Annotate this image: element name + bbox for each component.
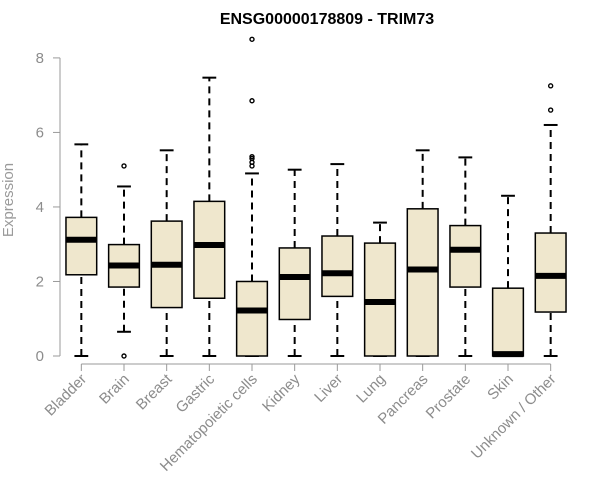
outlier-point <box>249 98 255 104</box>
outlier-point <box>249 155 255 162</box>
box-body <box>65 216 98 276</box>
box-bladder <box>65 143 98 357</box>
box-hematopoietic-cells <box>235 36 269 357</box>
x-tick-label: Liver <box>311 371 346 406</box>
outlier-point <box>121 163 127 169</box>
box-body <box>449 224 482 288</box>
outlier-point <box>547 107 554 113</box>
x-tick-label: Lung <box>353 371 389 407</box>
y-tick-label: 6 <box>36 124 44 141</box>
outlier-point <box>547 83 554 89</box>
box-breast <box>150 149 183 357</box>
box-lung <box>363 221 397 357</box>
box-body <box>193 200 226 299</box>
box-body <box>491 287 525 357</box>
plot-area <box>65 36 567 359</box>
box-brain <box>107 163 141 359</box>
x-tick-label: Bladder <box>42 371 91 420</box>
box-body <box>534 232 567 313</box>
box-liver <box>321 163 354 357</box>
box-gastric <box>193 76 226 357</box>
y-tick-label: 0 <box>36 348 44 365</box>
box-pancreas <box>406 149 439 357</box>
box-prostate <box>449 156 482 357</box>
box-body <box>406 208 439 357</box>
box-body <box>278 247 311 321</box>
y-axis-label: Expression <box>0 163 17 237</box>
outlier-point <box>249 153 255 160</box>
x-tick-label: Brain <box>96 371 133 408</box>
box-kidney <box>278 168 311 357</box>
outlier-point <box>121 353 127 359</box>
y-tick-label: 4 <box>36 199 44 216</box>
box-skin <box>491 194 525 358</box>
y-tick-label: 2 <box>36 273 44 290</box>
y-tick-label: 8 <box>36 50 44 67</box>
x-tick-label: Breast <box>133 370 176 413</box>
x-tick-label: Skin <box>484 371 517 404</box>
box-unknown-other <box>534 83 567 357</box>
box-body <box>321 235 354 298</box>
chart-title: ENSG00000178809 - TRIM73 <box>220 11 434 28</box>
outlier-point <box>249 36 255 42</box>
x-tick-label: Kidney <box>259 370 304 415</box>
box-body <box>235 280 269 357</box>
y-axis: 0 2 4 6 8 <box>36 50 61 365</box>
x-tick-label: Prostate <box>423 371 475 423</box>
